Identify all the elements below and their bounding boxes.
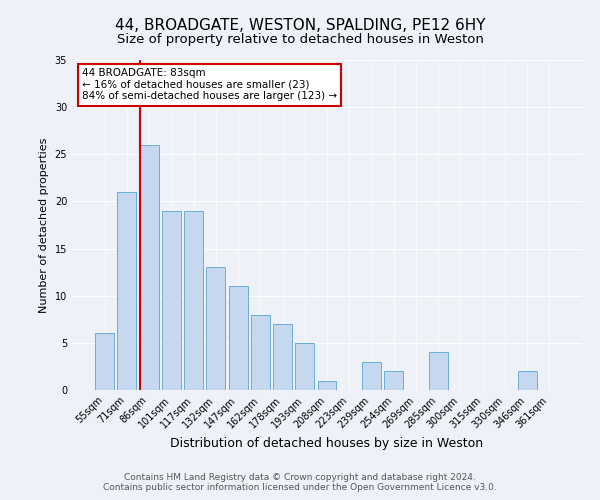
Text: 44 BROADGATE: 83sqm
← 16% of detached houses are smaller (23)
84% of semi-detach: 44 BROADGATE: 83sqm ← 16% of detached ho… — [82, 68, 337, 102]
Text: Contains HM Land Registry data © Crown copyright and database right 2024.
Contai: Contains HM Land Registry data © Crown c… — [103, 473, 497, 492]
Bar — [518, 371, 536, 390]
Text: 44, BROADGATE, WESTON, SPALDING, PE12 6HY: 44, BROADGATE, WESTON, SPALDING, PE12 6H… — [115, 18, 485, 32]
Bar — [362, 362, 381, 390]
X-axis label: Distribution of detached houses by size in Weston: Distribution of detached houses by size … — [170, 436, 484, 450]
Text: Size of property relative to detached houses in Weston: Size of property relative to detached ho… — [116, 32, 484, 46]
Bar — [295, 343, 314, 390]
Bar — [118, 192, 136, 390]
Bar — [206, 268, 225, 390]
Bar — [229, 286, 248, 390]
Bar — [162, 211, 181, 390]
Bar — [95, 334, 114, 390]
Bar — [273, 324, 292, 390]
Bar — [384, 371, 403, 390]
Bar — [140, 145, 158, 390]
Bar — [184, 211, 203, 390]
Bar — [251, 314, 270, 390]
Y-axis label: Number of detached properties: Number of detached properties — [39, 138, 49, 312]
Bar — [317, 380, 337, 390]
Bar — [429, 352, 448, 390]
